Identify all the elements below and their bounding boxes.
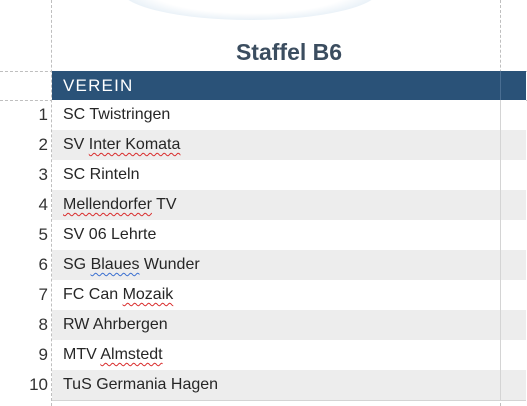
club-name-part: SV 06 Lehrte <box>63 226 157 243</box>
row-number[interactable]: 1 <box>38 105 48 124</box>
column-divider <box>500 250 501 280</box>
club-cell[interactable]: SG Blaues Wunder <box>52 250 526 281</box>
club-name-part: TuS Germania Hagen <box>63 376 219 393</box>
club-name-part: RW Ahrbergen <box>63 316 168 333</box>
spellcheck-marked-text: Almstedt <box>100 346 163 363</box>
column-header-label: VEREIN <box>63 76 134 95</box>
row-number[interactable]: 10 <box>29 375 48 394</box>
table-row: 3 SC Rinteln <box>0 160 527 191</box>
club-name-part: Wunder <box>139 256 200 273</box>
column-divider <box>500 370 501 400</box>
column-divider <box>500 130 501 160</box>
club-name-part: TV <box>151 196 177 213</box>
spellcheck-marked-text: Blaues <box>90 256 140 273</box>
column-divider <box>500 160 501 190</box>
spellcheck-marked-text: Inter Komata <box>88 136 181 153</box>
row-number[interactable]: 8 <box>38 315 48 334</box>
row-number[interactable]: 9 <box>38 345 48 364</box>
club-cell[interactable]: SV 06 Lehrte <box>52 220 526 251</box>
club-name: FC Can Mozaik <box>63 280 173 310</box>
table-row: 5 SV 06 Lehrte <box>0 220 527 251</box>
table-row: 4 Mellendorfer TV <box>0 190 527 221</box>
table-row: 1 SC Twistringen <box>0 100 527 131</box>
club-name: SC Rinteln <box>63 160 139 190</box>
column-divider <box>500 310 501 340</box>
table-row: 7 FC Can Mozaik <box>0 280 527 311</box>
club-name-part: FC Can <box>63 286 123 303</box>
club-name: SG Blaues Wunder <box>63 250 200 280</box>
club-cell[interactable]: RW Ahrbergen <box>52 310 526 341</box>
column-header[interactable]: VEREIN <box>52 71 526 100</box>
table-row: 9 MTV Almstedt <box>0 340 527 371</box>
column-divider <box>500 190 501 220</box>
club-name: Mellendorfer TV <box>63 190 177 220</box>
club-name: SV Inter Komata <box>63 130 180 160</box>
club-cell[interactable]: Mellendorfer TV <box>52 190 526 221</box>
club-cell[interactable]: SV Inter Komata <box>52 130 526 161</box>
club-name: TuS Germania Hagen <box>63 370 218 400</box>
row-number[interactable]: 2 <box>38 135 48 154</box>
row-number[interactable]: 5 <box>38 225 48 244</box>
club-name-part: SC Twistringen <box>63 106 171 123</box>
column-divider <box>500 100 501 130</box>
sheet-title[interactable]: Staffel B6 <box>235 39 343 65</box>
column-divider <box>500 220 501 250</box>
table-row: 10 TuS Germania Hagen <box>0 370 527 401</box>
header-watermark-graphic <box>120 0 380 20</box>
club-cell[interactable]: FC Can Mozaik <box>52 280 526 311</box>
club-name: SV 06 Lehrte <box>63 220 156 250</box>
club-name-part: SV <box>63 136 89 153</box>
column-divider <box>500 340 501 370</box>
column-divider <box>500 280 501 310</box>
club-name: MTV Almstedt <box>63 340 163 370</box>
club-name-part: SG <box>63 256 91 273</box>
club-cell[interactable]: SC Twistringen <box>52 100 526 131</box>
club-cell[interactable]: MTV Almstedt <box>52 340 526 371</box>
column-divider <box>500 71 501 100</box>
club-name: SC Twistringen <box>63 100 170 130</box>
table-row: 8 RW Ahrbergen <box>0 310 527 341</box>
row-number[interactable]: 3 <box>38 165 48 184</box>
row-number[interactable]: 6 <box>38 255 48 274</box>
table-row: 6 SG Blaues Wunder <box>0 250 527 281</box>
column-gridline <box>51 0 52 406</box>
row-number[interactable]: 4 <box>38 195 48 214</box>
club-name: RW Ahrbergen <box>63 310 168 340</box>
spellcheck-marked-text: Mellendorfer <box>63 196 152 213</box>
club-name-part: SC Rinteln <box>63 166 140 183</box>
club-cell[interactable]: TuS Germania Hagen <box>52 370 526 401</box>
spellcheck-marked-text: Mozaik <box>122 286 174 303</box>
table-row: 2 SV Inter Komata <box>0 130 527 161</box>
club-name-part: MTV <box>63 346 101 363</box>
club-cell[interactable]: SC Rinteln <box>52 160 526 191</box>
row-number[interactable]: 7 <box>38 285 48 304</box>
